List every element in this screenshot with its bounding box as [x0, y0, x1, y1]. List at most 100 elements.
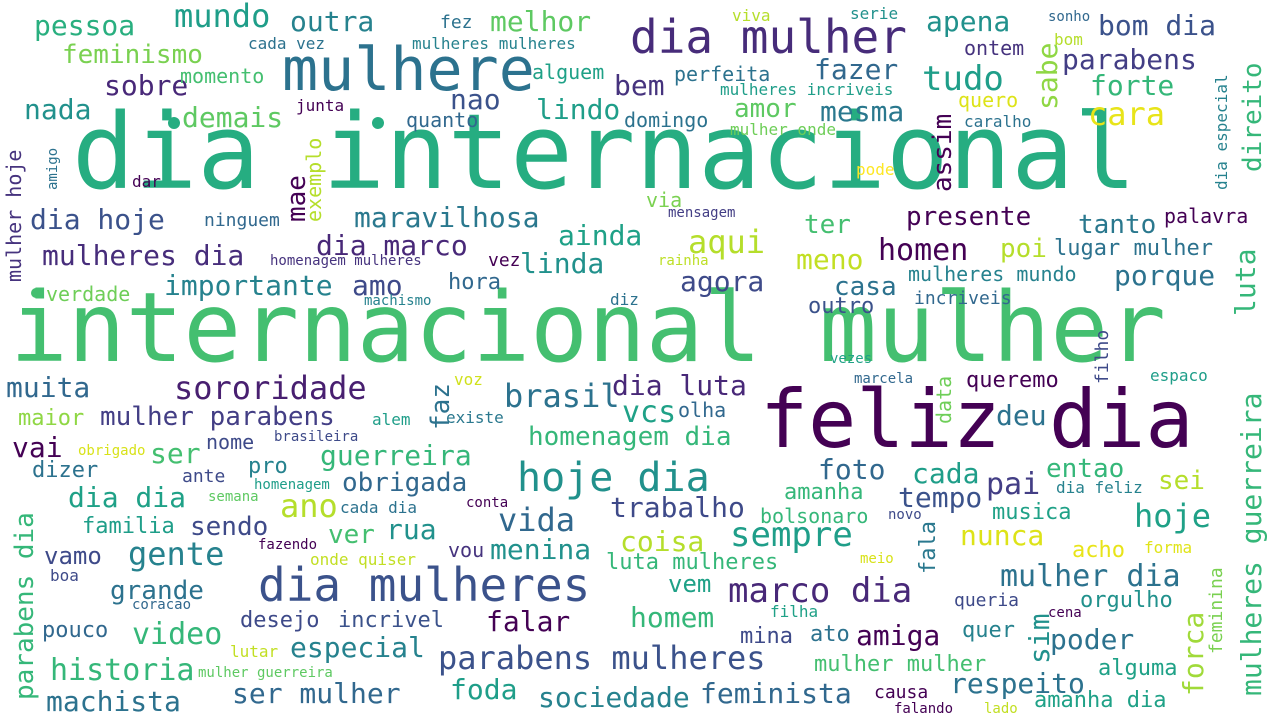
word-brasileira: brasileira: [274, 429, 359, 445]
word-desejo: desejo: [240, 608, 320, 633]
word-coracao: coracao: [132, 597, 192, 613]
word-trabalho: trabalho: [610, 491, 745, 524]
word-mulheres-incriveis: mulheres incriveis: [720, 80, 894, 99]
word-casa: casa: [834, 272, 897, 302]
word-poi: poi: [1000, 234, 1047, 264]
word-deu: deu: [996, 399, 1047, 432]
word-rua: rua: [386, 513, 437, 546]
word-guerreira: guerreira: [320, 439, 472, 472]
word-fazendo: fazendo: [258, 537, 318, 553]
word-viva: viva: [732, 6, 771, 25]
word-forca: forca: [1177, 611, 1210, 696]
word-agora: agora: [680, 265, 765, 298]
word-dia-hoje: dia hoje: [30, 203, 165, 236]
word-melhor: melhor: [490, 5, 592, 38]
word-perfeita: perfeita: [674, 62, 771, 86]
word-bom: bom: [1054, 30, 1083, 49]
word-diz: diz: [610, 290, 639, 309]
word-dia-mulher: dia mulher: [630, 10, 907, 64]
word-ainda: ainda: [558, 219, 643, 252]
word-dar: dar: [132, 172, 161, 191]
word-feliz-dia: feliz dia: [760, 373, 1194, 466]
word-respeito: respeito: [950, 667, 1085, 700]
word-bem: bem: [614, 69, 665, 102]
word-boa: boa: [50, 566, 79, 585]
word-sonho: sonho: [1048, 9, 1091, 25]
word-forma: forma: [1144, 538, 1193, 557]
word-mesma: mesma: [820, 95, 905, 128]
word-incriveis: incriveis: [914, 288, 1012, 309]
word-hora: hora: [448, 270, 501, 295]
word-maravilhosa: maravilhosa: [354, 201, 540, 234]
word-orgulho: orgulho: [1080, 588, 1173, 613]
word-foto: foto: [818, 453, 886, 486]
word-dia-dia: dia dia: [68, 481, 187, 514]
word-falando: falando: [894, 701, 954, 717]
word-demais: demais: [182, 101, 284, 134]
word-vai: vai: [12, 431, 63, 464]
word-machismo: machismo: [364, 293, 432, 309]
word-pouco: pouco: [42, 618, 109, 643]
word-direito: direito: [1238, 62, 1268, 172]
word-parabens: parabens: [1062, 43, 1197, 76]
word-outro: outro: [808, 294, 875, 319]
word-pode: pode: [856, 160, 895, 179]
word-quer: quer: [962, 618, 1015, 643]
word-homem: homem: [630, 601, 715, 634]
word-incrivel: incrivel: [338, 608, 444, 633]
word-lugar-mulher: lugar mulher: [1054, 236, 1213, 261]
word-sei: sei: [1158, 466, 1205, 496]
word-internacional-mulher: internacional mulher: [10, 272, 1166, 384]
word-parabens-mulheres: parabens mulheres: [438, 639, 766, 677]
word-vamo: vamo: [44, 542, 102, 570]
word-ato: ato: [810, 622, 850, 647]
word-hoje: hoje: [1134, 497, 1212, 535]
word-mulhere: mulhere: [282, 35, 535, 105]
word-amanha: amanha: [784, 480, 864, 505]
word-onde-quiser: onde quiser: [310, 550, 416, 569]
word-exemplo: exemplo: [302, 137, 326, 222]
word-conta: conta: [466, 495, 509, 511]
word-dia-especial: dia especial: [1212, 74, 1231, 190]
word-fala: fala: [916, 521, 941, 574]
word-domingo: domingo: [624, 108, 709, 132]
word-dia-marco: dia marco: [316, 229, 468, 262]
word-porque: porque: [1114, 259, 1216, 292]
word-nao: nao: [450, 83, 501, 116]
word-palavra: palavra: [1164, 204, 1249, 228]
word-poder: poder: [1050, 623, 1135, 656]
word-feminina: feminina: [1206, 567, 1227, 654]
word-mulheres-guerreira: mulheres guerreira: [1235, 392, 1268, 696]
word-mina: mina: [740, 624, 793, 649]
word-mundo: mundo: [174, 0, 271, 35]
word-musica: musica: [992, 500, 1072, 525]
word-faz: faz: [426, 383, 456, 430]
word-parabens-dia: parabens dia: [10, 512, 40, 700]
word-obrigado: obrigado: [78, 443, 146, 459]
word-quero: quero: [958, 88, 1019, 112]
word-meio: meio: [860, 551, 894, 567]
word-cada-dia: cada dia: [340, 498, 418, 517]
word-amo: amo: [352, 269, 403, 302]
word-brasil: brasil: [504, 377, 620, 415]
word-ser: ser: [150, 437, 201, 470]
word-sendo: sendo: [190, 512, 269, 542]
word-dia-luta: dia luta: [612, 369, 747, 402]
word-sim: sim: [1023, 613, 1056, 664]
word-caralho: caralho: [964, 112, 1032, 131]
word-semana: semana: [208, 489, 259, 505]
word-queria: queria: [954, 590, 1020, 611]
word-cada-vez: cada vez: [248, 34, 326, 53]
word-assim: assim: [928, 113, 958, 192]
word-luta: luta: [1229, 248, 1262, 316]
word-lado: lado: [984, 701, 1018, 717]
word-muita: muita: [6, 371, 91, 404]
word-linda: linda: [520, 247, 605, 280]
word-existe: existe: [446, 408, 504, 427]
word-dizer: dizer: [32, 458, 99, 483]
word-aqui: aqui: [688, 223, 766, 261]
word-importante: importante: [164, 269, 333, 302]
word-olha: olha: [678, 398, 727, 422]
word-video: video: [132, 617, 223, 652]
